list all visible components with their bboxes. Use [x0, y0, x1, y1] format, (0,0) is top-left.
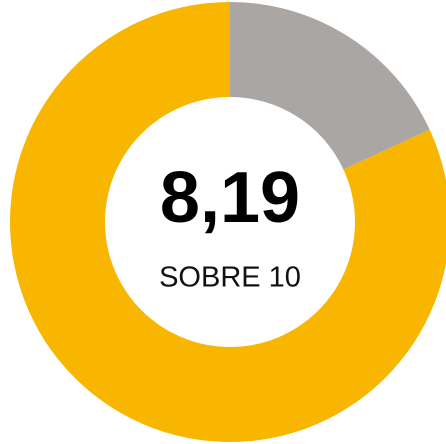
score-label: 8,19 — [160, 158, 300, 238]
scale-label: SOBRE 10 — [159, 262, 301, 294]
score-arc — [10, 2, 446, 442]
rest-arc — [230, 2, 430, 170]
